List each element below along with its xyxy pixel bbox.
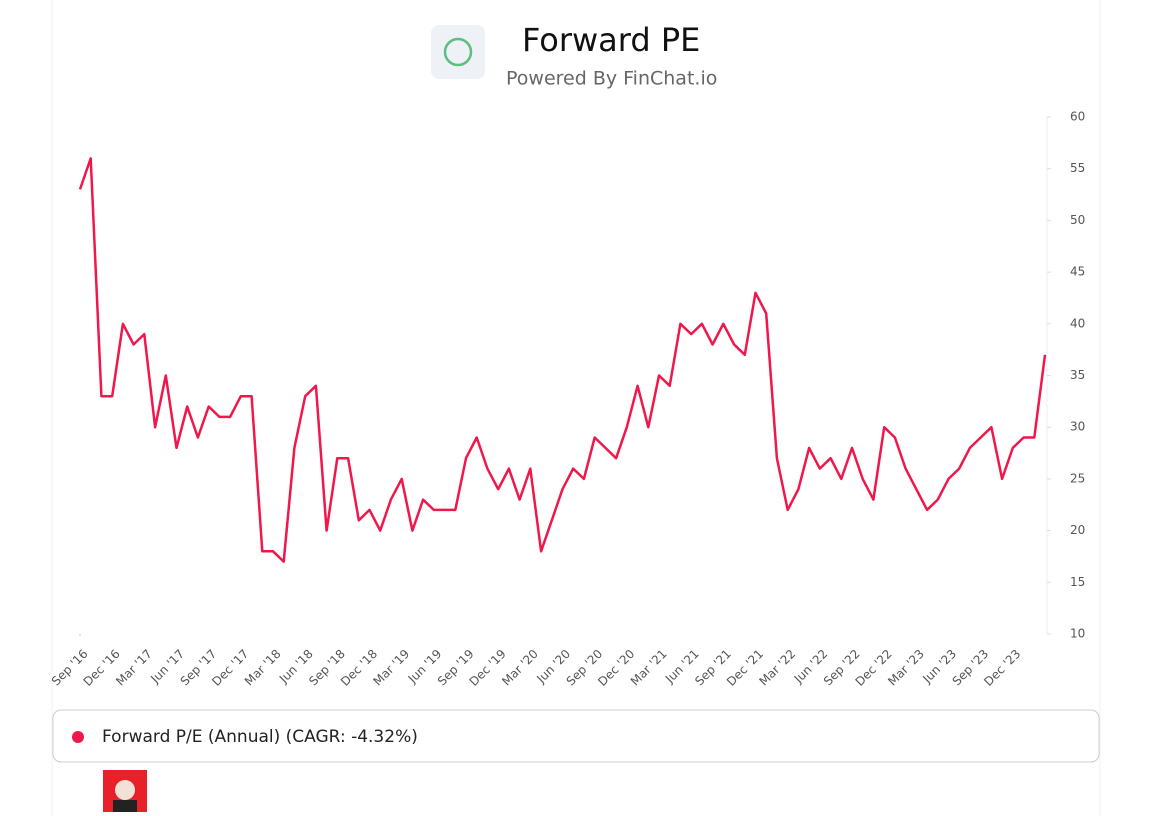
- y-tick-label: 15: [1070, 575, 1085, 589]
- legend-marker: [72, 731, 84, 743]
- chart-subtitle: Powered By FinChat.io: [506, 68, 717, 90]
- y-tick-label: 50: [1070, 213, 1085, 227]
- logo-icon: [443, 37, 473, 67]
- y-tick-label: 45: [1070, 265, 1085, 279]
- legend-box: [52, 709, 1100, 763]
- avatar-body: [113, 800, 137, 812]
- data-line: [78, 157, 1047, 563]
- chart-title: Forward PE: [522, 21, 700, 59]
- y-tick-label: 35: [1070, 368, 1085, 382]
- panel: [52, 0, 1100, 816]
- legend-label: Forward P/E (Annual) (CAGR: -4.32%): [102, 727, 418, 747]
- avatar-face: [115, 780, 135, 800]
- y-tick-label: 30: [1070, 420, 1085, 434]
- logo-box: [431, 25, 485, 79]
- y-tick-label: 55: [1070, 161, 1085, 175]
- y-tick-label: 10: [1070, 627, 1085, 641]
- y-tick-label: 60: [1070, 110, 1085, 124]
- y-tick-label: 40: [1070, 316, 1085, 330]
- y-tick-label: 25: [1070, 471, 1085, 485]
- y-tick-label: 20: [1070, 523, 1085, 537]
